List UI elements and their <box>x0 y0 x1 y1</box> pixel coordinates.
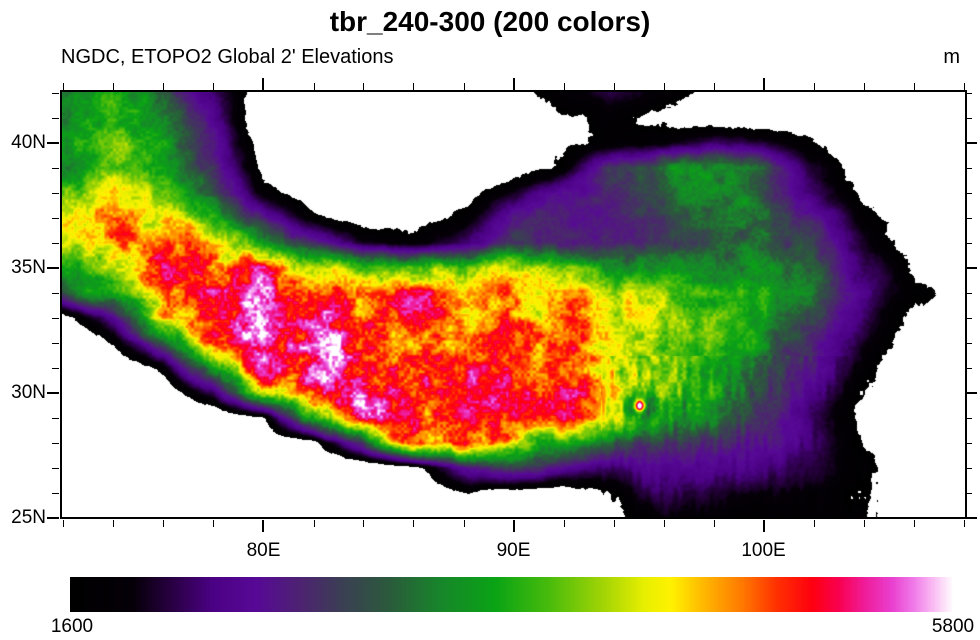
y-axis-tick-right-minor <box>965 118 972 119</box>
y-axis-tick-right-major <box>965 392 977 394</box>
y-axis-tick-minor <box>52 418 59 419</box>
x-axis-tick-major <box>513 520 515 532</box>
x-axis-tick-top-minor <box>363 83 364 90</box>
x-axis-tick-minor <box>63 520 64 527</box>
map-subtitle: NGDC, ETOPO2 Global 2' Elevations <box>61 46 394 68</box>
y-axis-tick-minor <box>52 493 59 494</box>
y-axis-tick-major <box>47 142 59 144</box>
y-axis-tick-label: 35N <box>11 257 46 278</box>
y-axis-tick-right-major <box>965 142 977 144</box>
y-axis-tick-right-minor <box>965 368 972 369</box>
x-axis-tick-top-minor <box>413 83 414 90</box>
y-axis-tick-right-major <box>965 517 977 519</box>
y-axis-tick-right-minor <box>965 318 972 319</box>
x-axis-tick-top-minor <box>564 83 565 90</box>
x-axis-tick-minor <box>664 520 665 527</box>
y-axis-tick-label: 40N <box>11 132 46 153</box>
x-axis-tick-minor <box>564 520 565 527</box>
x-axis-tick-label: 100E <box>741 540 786 561</box>
y-axis-tick-minor <box>52 168 59 169</box>
y-axis-tick-minor <box>52 443 59 444</box>
colorbar-max-label: 5800 <box>931 616 975 637</box>
x-axis-tick-label: 90E <box>496 540 531 561</box>
y-axis-tick-label: 30N <box>11 382 46 403</box>
y-axis-tick-minor <box>52 93 59 94</box>
units-label: m <box>943 46 960 68</box>
y-axis-tick-minor <box>52 318 59 319</box>
x-axis-tick-label: 80E <box>246 540 281 561</box>
y-axis-tick-minor <box>52 118 59 119</box>
x-axis-tick-top-minor <box>664 83 665 90</box>
x-axis-tick-top-minor <box>63 83 64 90</box>
y-axis-tick-minor <box>52 218 59 219</box>
y-axis-tick-right-minor <box>965 193 972 194</box>
y-axis-tick-major <box>47 392 59 394</box>
x-axis-tick-major <box>763 520 765 532</box>
x-axis-tick-minor <box>363 520 364 527</box>
x-axis-tick-minor <box>914 520 915 527</box>
y-axis-tick-minor <box>52 243 59 244</box>
y-axis-tick-right-minor <box>965 468 972 469</box>
x-axis-tick-top-minor <box>814 83 815 90</box>
x-axis-tick-major <box>262 520 264 532</box>
x-axis-tick-top-minor <box>113 83 114 90</box>
x-axis-tick-minor <box>464 520 465 527</box>
y-axis-tick-right-major <box>965 267 977 269</box>
x-axis-tick-top-major <box>763 78 765 90</box>
x-axis-tick-top-major <box>262 78 264 90</box>
y-axis-tick-label: 25N <box>11 507 46 528</box>
x-axis-tick-minor <box>314 520 315 527</box>
x-axis-tick-top-minor <box>964 83 965 90</box>
x-axis-tick-minor <box>213 520 214 527</box>
y-axis-tick-right-minor <box>965 443 972 444</box>
y-axis-tick-minor <box>52 293 59 294</box>
page-title: tbr_240-300 (200 colors) <box>329 6 651 37</box>
y-axis-tick-minor <box>52 343 59 344</box>
x-axis-tick-top-minor <box>914 83 915 90</box>
x-axis-tick-top-minor <box>464 83 465 90</box>
x-axis-tick-minor <box>614 520 615 527</box>
x-axis-tick-minor <box>163 520 164 527</box>
y-axis-tick-right-minor <box>965 93 972 94</box>
x-axis-tick-minor <box>864 520 865 527</box>
y-axis-tick-minor <box>52 368 59 369</box>
y-axis-tick-minor <box>52 468 59 469</box>
x-axis-tick-minor <box>113 520 114 527</box>
colorbar-canvas <box>70 577 953 612</box>
y-axis-tick-right-minor <box>965 243 972 244</box>
y-axis-tick-right-minor <box>965 418 972 419</box>
x-axis-tick-minor <box>814 520 815 527</box>
x-axis-tick-top-minor <box>163 83 164 90</box>
x-axis-tick-top-minor <box>614 83 615 90</box>
x-axis-tick-top-minor <box>714 83 715 90</box>
y-axis-tick-right-minor <box>965 168 972 169</box>
x-axis-tick-top-minor <box>213 83 214 90</box>
x-axis-tick-minor <box>714 520 715 527</box>
y-axis-tick-right-minor <box>965 293 972 294</box>
y-axis-tick-major <box>47 267 59 269</box>
x-axis-tick-top-major <box>513 78 515 90</box>
y-axis-tick-minor <box>52 193 59 194</box>
x-axis-tick-minor <box>413 520 414 527</box>
y-axis-tick-right-minor <box>965 343 972 344</box>
y-axis-tick-right-minor <box>965 218 972 219</box>
x-axis-tick-top-minor <box>864 83 865 90</box>
y-axis-tick-right-minor <box>965 493 972 494</box>
colorbar-min-label: 1600 <box>50 616 94 637</box>
elevation-map-canvas <box>61 91 966 518</box>
x-axis-tick-minor <box>964 520 965 527</box>
x-axis-tick-top-minor <box>314 83 315 90</box>
y-axis-tick-major <box>47 517 59 519</box>
